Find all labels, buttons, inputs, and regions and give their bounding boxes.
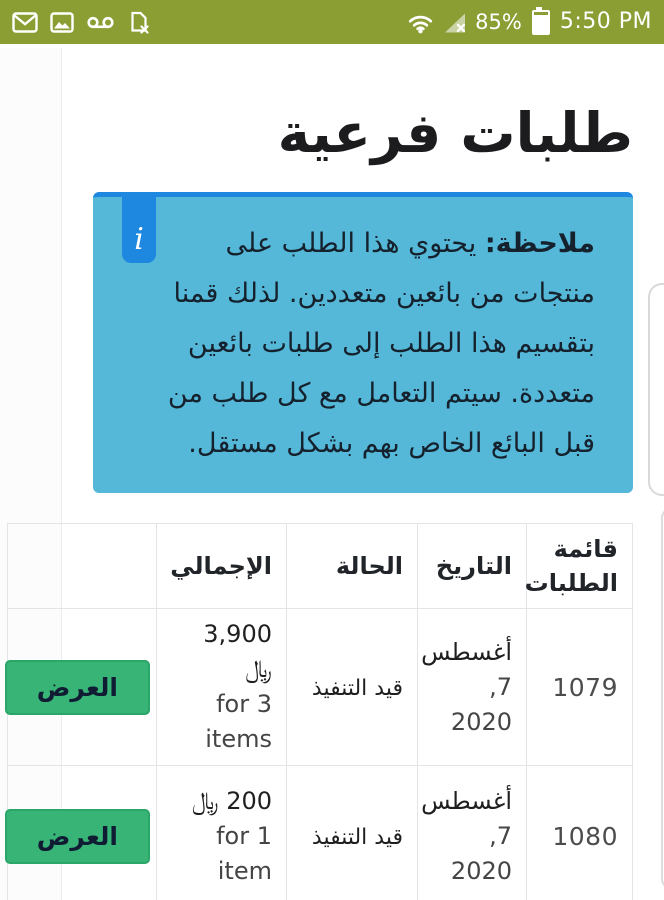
header-total: الإجمالي bbox=[156, 523, 287, 609]
suborders-table: قائمة الطلبات التاريخ الحالة الإجمالي 10… bbox=[4, 523, 633, 900]
header-date: التاريخ bbox=[417, 523, 527, 609]
view-button[interactable]: العرض bbox=[4, 659, 150, 715]
order-number: 1079 bbox=[552, 672, 618, 702]
page-title: طلبات فرعية bbox=[277, 101, 633, 165]
page-body: طلبات فرعية i ملاحظة: يحتوي هذا الطلب عل… bbox=[0, 44, 664, 900]
header-orders: قائمة الطلبات bbox=[525, 523, 633, 609]
system-status-icons: 85% 5:50 PM bbox=[406, 6, 652, 35]
signal-no-sim-icon bbox=[443, 11, 467, 34]
offscreen-card-edge bbox=[648, 283, 664, 496]
note-line: متعددة. سيتم التعامل مع كل طلب من bbox=[167, 378, 595, 409]
header-status: الحالة bbox=[286, 523, 418, 609]
gallery-icon bbox=[50, 11, 74, 33]
voicemail-icon bbox=[86, 15, 115, 30]
note-line: ملاحظة: يحتوي هذا الطلب على bbox=[225, 228, 595, 259]
order-number: 1080 bbox=[552, 821, 618, 851]
order-status: قيد التنفيذ bbox=[311, 825, 403, 850]
page-content: طلبات فرعية i ملاحظة: يحتوي هذا الطلب عل… bbox=[4, 88, 664, 900]
view-button[interactable]: العرض bbox=[4, 808, 150, 864]
gmail-icon bbox=[12, 11, 38, 33]
clock: 5:50 PM bbox=[559, 9, 652, 34]
order-total: 200 ﷼ for 1 item bbox=[156, 765, 287, 900]
note-line: بتقسيم هذا الطلب إلى طلبات بائعين bbox=[187, 328, 595, 359]
notification-icons bbox=[12, 11, 150, 34]
header-actions bbox=[7, 523, 157, 609]
order-date: أغسطس 7, 2020 bbox=[417, 608, 527, 766]
note-line: منتجات من بائعين متعددين. لذلك قمنا bbox=[173, 278, 596, 309]
table-row: 1079 أغسطس 7, 2020 قيد التنفيذ 3,900 ﷼ f… bbox=[4, 608, 633, 766]
battery-icon bbox=[531, 6, 550, 35]
status-bar: 85% 5:50 PM bbox=[0, 0, 664, 44]
battery-percent: 85% bbox=[475, 9, 522, 34]
table-row: 1080 أغسطس 7, 2020 قيد التنفيذ 200 ﷼ for… bbox=[4, 765, 633, 900]
order-total: 3,900 ﷼ for 3 items bbox=[156, 608, 287, 766]
sim-alert-icon bbox=[127, 11, 150, 34]
order-status: قيد التنفيذ bbox=[311, 676, 403, 701]
info-icon: i bbox=[122, 192, 156, 263]
table-header-row: قائمة الطلبات التاريخ الحالة الإجمالي bbox=[7, 523, 633, 609]
wifi-icon bbox=[406, 11, 435, 34]
note-line: قبل البائع الخاص بهم بشكل مستقل. bbox=[188, 428, 595, 459]
note-label: ملاحظة: bbox=[484, 228, 595, 259]
order-date: أغسطس 7, 2020 bbox=[417, 765, 527, 900]
note-box: i ملاحظة: يحتوي هذا الطلب على منتجات من … bbox=[93, 192, 633, 493]
